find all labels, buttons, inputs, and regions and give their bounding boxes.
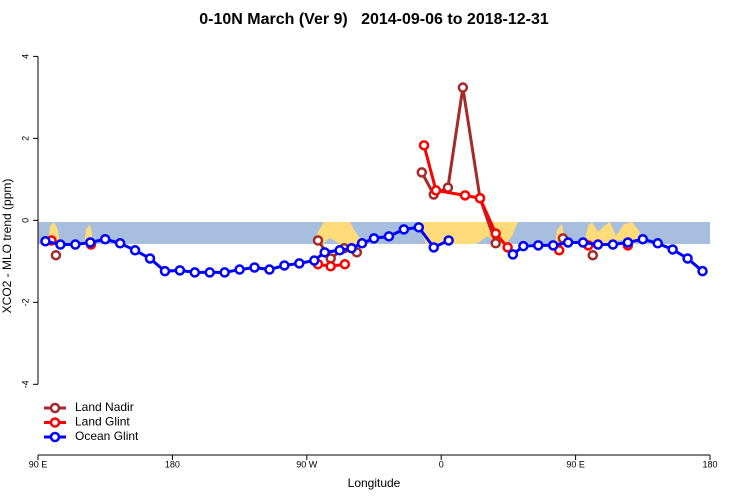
point [502, 242, 513, 253]
point [40, 236, 51, 247]
x-tick-label: 90 E [566, 459, 585, 469]
point [622, 237, 634, 248]
x-axis-label: Longitude [348, 476, 401, 490]
point [490, 228, 501, 239]
point [334, 245, 345, 256]
point [459, 190, 471, 201]
point [346, 242, 357, 254]
point [637, 233, 649, 245]
point [697, 265, 708, 277]
legend-marker [49, 402, 61, 414]
y-axis-label: XCO2 - MLO trend (ppm) [0, 179, 14, 314]
legend-marker [49, 417, 61, 428]
point [428, 242, 439, 253]
y-tick-label: -4 [20, 380, 30, 388]
y-tick-label: 2 [20, 136, 30, 141]
y-tick-label: -2 [20, 298, 30, 306]
x-tick-label: 90 E [29, 459, 48, 469]
point [443, 235, 454, 246]
point [70, 239, 81, 250]
point [279, 260, 290, 271]
point [547, 240, 559, 251]
x-tick-label: 90 W [296, 459, 318, 469]
point [418, 140, 430, 151]
point [652, 238, 663, 249]
point [234, 264, 245, 275]
x-tick-label: 180 [702, 459, 717, 469]
point [159, 265, 171, 277]
point [667, 244, 678, 255]
point [50, 249, 62, 261]
point [368, 233, 380, 244]
point [682, 253, 693, 264]
point [55, 239, 66, 250]
point [204, 267, 215, 278]
point [144, 253, 156, 264]
point [189, 267, 201, 278]
point [442, 182, 454, 193]
point [174, 265, 186, 276]
point [430, 185, 442, 196]
point [474, 192, 486, 204]
point [398, 224, 410, 235]
point [325, 261, 336, 272]
point [339, 258, 351, 270]
series-line [318, 145, 628, 266]
point [413, 222, 425, 233]
point [518, 240, 529, 252]
point [592, 239, 604, 250]
legend-label: Land Glint [75, 415, 130, 429]
y-tick-label: 4 [20, 54, 30, 59]
point [587, 249, 599, 261]
point [507, 249, 519, 260]
point [356, 238, 368, 249]
point [312, 235, 324, 246]
point [607, 239, 619, 250]
point [309, 255, 320, 266]
x-tick-label: 0 [439, 459, 444, 469]
point [114, 238, 126, 249]
point [249, 262, 260, 273]
point [416, 167, 428, 178]
legend-label: Land Nadir [75, 400, 134, 414]
point [264, 264, 275, 275]
chart-title: 0-10N March (Ver 9) 2014-09-06 to 2018-1… [199, 11, 549, 28]
x-tick-label: 180 [165, 459, 180, 469]
point [562, 237, 574, 248]
point [533, 240, 544, 251]
point [129, 245, 141, 256]
point [457, 82, 469, 93]
point [490, 238, 501, 249]
legend-label: Ocean Glint [75, 429, 139, 443]
point [85, 237, 96, 248]
point [577, 237, 589, 248]
point [319, 247, 330, 258]
point [383, 231, 395, 242]
point [219, 267, 230, 278]
point [294, 258, 305, 269]
legend-marker [49, 431, 61, 443]
y-tick-label: 0 [20, 218, 30, 223]
point [99, 233, 111, 245]
